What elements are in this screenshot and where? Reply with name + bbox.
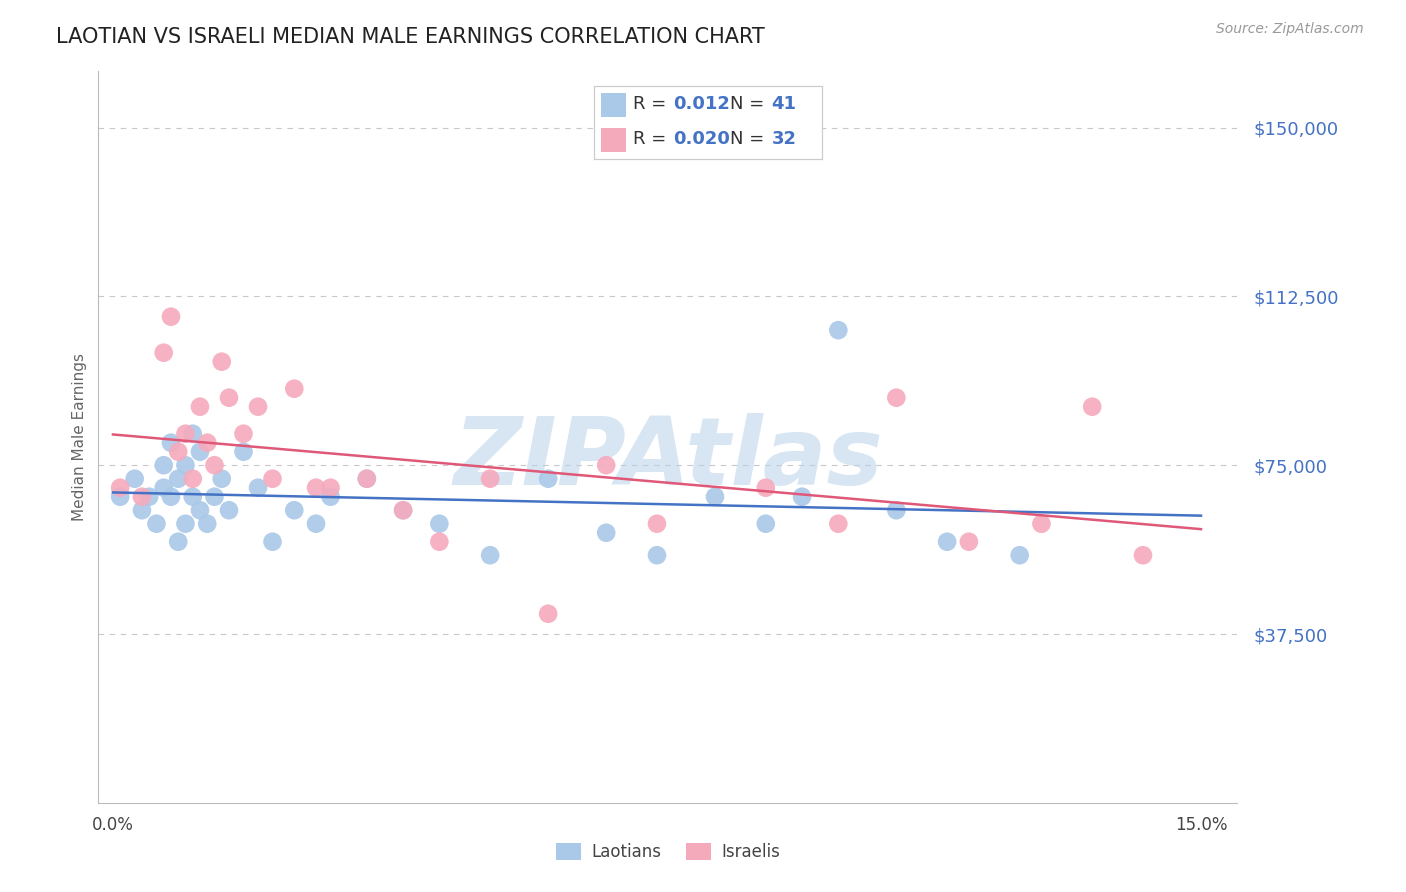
Point: [936, 534, 959, 549]
Point: [827, 323, 849, 337]
Point: [145, 516, 167, 531]
Point: [138, 490, 160, 504]
Point: [427, 516, 450, 531]
Point: [262, 534, 284, 549]
Point: [479, 548, 502, 562]
Point: [152, 458, 174, 473]
Point: [479, 472, 502, 486]
Point: [755, 481, 778, 495]
Point: [645, 548, 668, 562]
Point: [283, 503, 305, 517]
Point: [174, 458, 197, 473]
Point: [211, 472, 233, 486]
Point: [704, 490, 727, 504]
Point: [1132, 548, 1154, 562]
Point: [356, 472, 378, 486]
Point: [827, 516, 849, 531]
Point: [232, 444, 254, 458]
Point: [1031, 516, 1053, 531]
Point: [232, 426, 254, 441]
Point: [595, 525, 617, 540]
Point: [204, 458, 226, 473]
Point: [204, 490, 226, 504]
Point: [218, 391, 240, 405]
Point: [195, 435, 218, 450]
Point: [1081, 400, 1104, 414]
Point: [218, 503, 240, 517]
Point: [356, 472, 378, 486]
Point: [790, 490, 813, 504]
Point: [174, 516, 197, 531]
Point: [427, 534, 450, 549]
Point: [645, 516, 668, 531]
Point: [211, 354, 233, 368]
Point: [108, 490, 131, 504]
Point: [124, 472, 146, 486]
Legend: Laotians, Israelis: Laotians, Israelis: [550, 836, 786, 868]
Point: [755, 516, 778, 531]
Point: [595, 458, 617, 473]
Point: [167, 534, 190, 549]
Point: [319, 490, 342, 504]
Point: [188, 503, 211, 517]
Point: [160, 435, 183, 450]
Point: [392, 503, 415, 517]
Point: [181, 490, 204, 504]
Point: [188, 444, 211, 458]
Y-axis label: Median Male Earnings: Median Male Earnings: [72, 353, 87, 521]
Point: [108, 481, 131, 495]
Point: [247, 481, 270, 495]
Text: LAOTIAN VS ISRAELI MEDIAN MALE EARNINGS CORRELATION CHART: LAOTIAN VS ISRAELI MEDIAN MALE EARNINGS …: [56, 27, 765, 46]
Point: [305, 481, 328, 495]
Point: [152, 345, 174, 359]
Point: [283, 382, 305, 396]
Point: [305, 516, 328, 531]
Point: [319, 481, 342, 495]
Point: [886, 391, 908, 405]
Point: [131, 490, 153, 504]
Point: [957, 534, 980, 549]
Point: [392, 503, 415, 517]
Point: [181, 426, 204, 441]
Point: [174, 426, 197, 441]
Point: [537, 607, 560, 621]
Point: [160, 490, 183, 504]
Point: [188, 400, 211, 414]
Point: [886, 503, 908, 517]
Point: [247, 400, 270, 414]
Point: [167, 444, 190, 458]
Point: [152, 481, 174, 495]
Text: ZIPAtlas: ZIPAtlas: [453, 413, 883, 505]
Point: [537, 472, 560, 486]
Point: [167, 472, 190, 486]
Point: [160, 310, 183, 324]
Point: [195, 516, 218, 531]
Text: Source: ZipAtlas.com: Source: ZipAtlas.com: [1216, 22, 1364, 37]
Point: [131, 503, 153, 517]
Point: [1008, 548, 1031, 562]
Point: [262, 472, 284, 486]
Point: [181, 472, 204, 486]
